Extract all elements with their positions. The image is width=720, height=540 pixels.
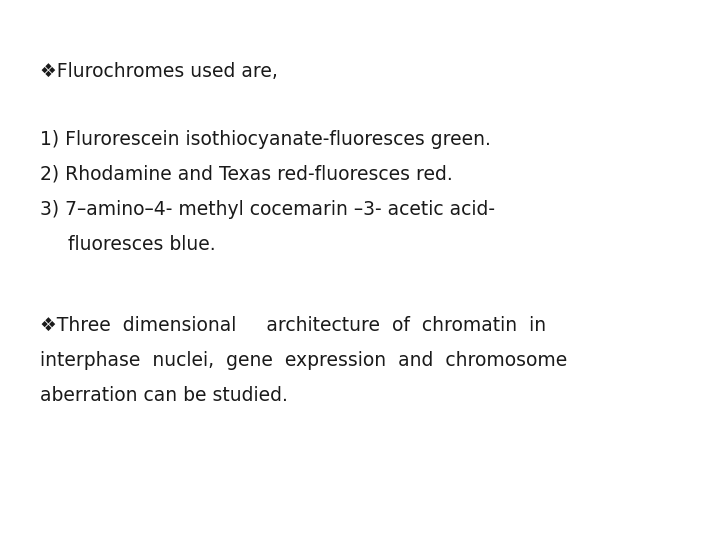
Text: 1) Flurorescein isothiocyanate-fluoresces green.: 1) Flurorescein isothiocyanate-fluoresce…	[40, 130, 490, 148]
Text: ❖Flurochromes used are,: ❖Flurochromes used are,	[40, 62, 277, 81]
Text: fluoresces blue.: fluoresces blue.	[68, 235, 216, 254]
Text: 2) Rhodamine and Texas red-fluoresces red.: 2) Rhodamine and Texas red-fluoresces re…	[40, 165, 452, 184]
Text: 3) 7–amino–4- methyl cocemarin –3- acetic acid-: 3) 7–amino–4- methyl cocemarin –3- aceti…	[40, 200, 495, 219]
Text: ❖Three  dimensional     architecture  of  chromatin  in: ❖Three dimensional architecture of chrom…	[40, 316, 546, 335]
Text: interphase  nuclei,  gene  expression  and  chromosome: interphase nuclei, gene expression and c…	[40, 351, 567, 370]
Text: aberration can be studied.: aberration can be studied.	[40, 386, 287, 405]
